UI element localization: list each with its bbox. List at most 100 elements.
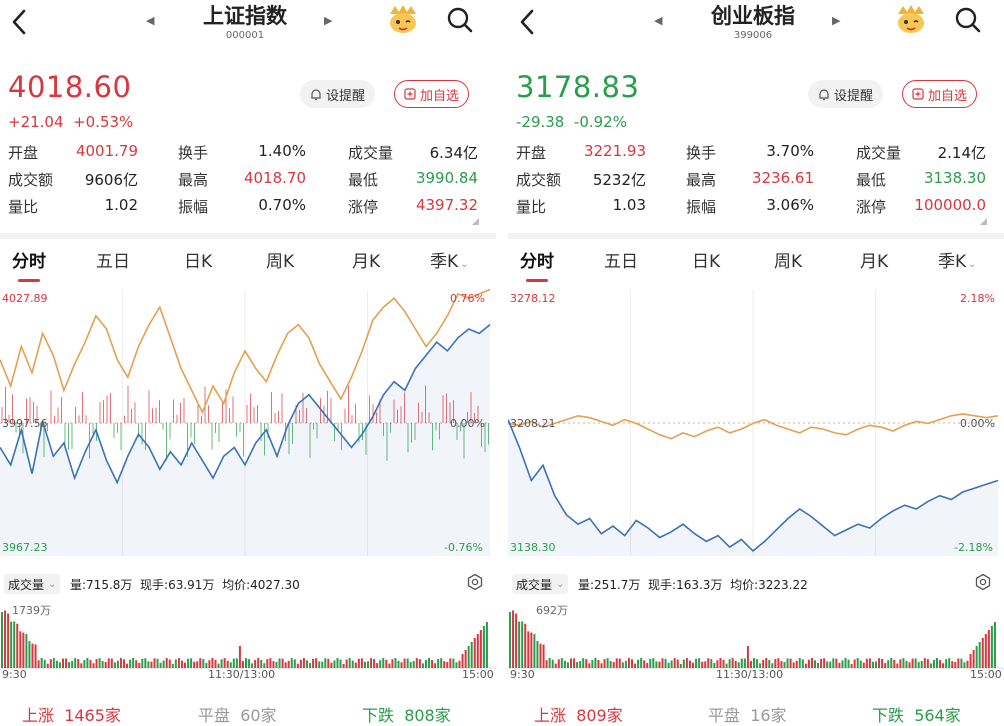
volume-bar — [942, 663, 945, 668]
tab-daily-k[interactable]: 日K — [184, 252, 213, 272]
volume-bar — [881, 658, 884, 668]
volume-bar — [52, 658, 55, 668]
pane-divider — [496, 0, 508, 726]
tab-monthly-k[interactable]: 月K — [860, 252, 889, 272]
set-alert-button[interactable]: 设提醒 — [300, 80, 376, 108]
volume-bar — [424, 659, 427, 668]
tab-daily-k[interactable]: 日K — [692, 252, 721, 272]
next-index-icon[interactable]: ▶ — [832, 14, 841, 27]
volume-bar — [512, 610, 515, 668]
tab-quarterly-k[interactable]: 季K ⌄ — [430, 247, 469, 272]
volume-bar — [688, 660, 691, 668]
volume-bar — [847, 659, 850, 668]
volume-bar — [296, 663, 299, 668]
expand-corner-icon[interactable] — [980, 218, 987, 225]
volume-bar — [594, 658, 597, 668]
volume-bar — [196, 661, 199, 668]
volume-bar — [609, 661, 612, 668]
prev-index-icon[interactable]: ◀ — [146, 14, 155, 27]
volume-bar — [719, 658, 722, 668]
volume-bar — [74, 658, 77, 668]
volume-bar — [966, 660, 969, 668]
settings-icon[interactable] — [974, 573, 992, 591]
time-open: 9:30 — [510, 668, 535, 681]
volume-bar — [914, 658, 917, 668]
volume-bar — [190, 658, 193, 668]
intraday-chart[interactable]: 4027.89 3997.56 3967.23 0.76% 0.00% -0.7… — [0, 284, 496, 564]
volume-bar — [284, 662, 287, 668]
stat-row: 成交额 5232亿 最高 3236.61 最低 3138.30 — [516, 169, 986, 195]
tab-weekly-k[interactable]: 周K — [266, 252, 295, 272]
volume-bar — [272, 661, 275, 668]
volume-bar — [403, 658, 406, 668]
volume-bar — [351, 660, 354, 668]
tab-monthly-k[interactable]: 月K — [352, 252, 381, 272]
volume-bar — [327, 658, 330, 668]
volume-bar — [722, 659, 725, 668]
expand-corner-icon[interactable] — [472, 218, 479, 225]
volume-bar — [65, 658, 68, 668]
volume-avg-price: 均价:4027.30 — [222, 578, 300, 592]
volume-bar — [524, 623, 527, 668]
volume-bar — [40, 658, 43, 668]
volume-bar — [993, 622, 996, 668]
volume-bar — [716, 660, 719, 668]
volume-bar — [174, 659, 177, 668]
volume-bar — [263, 663, 266, 668]
search-icon[interactable] — [446, 6, 474, 34]
volume-bar — [461, 654, 464, 668]
tab-intraday[interactable]: 分时 — [12, 252, 46, 272]
intraday-chart-svg — [508, 290, 999, 556]
tab-weekly-k[interactable]: 周K — [774, 252, 803, 272]
volume-bar — [923, 658, 926, 668]
volume-bar — [19, 631, 22, 668]
stat-row: 成交额 9606亿 最高 4018.70 最低 3990.84 — [8, 169, 478, 195]
volume-bar — [382, 658, 385, 668]
volume-avg-price: 均价:3223.22 — [730, 578, 808, 592]
next-index-icon[interactable]: ▶ — [324, 14, 333, 27]
volume-indicator-select[interactable]: 成交量 ⌄ — [512, 574, 569, 594]
mascot-icon[interactable] — [894, 4, 928, 34]
volume-bar — [28, 641, 31, 668]
volume-bar — [713, 663, 716, 668]
settings-icon[interactable] — [466, 573, 484, 591]
volume-bar — [260, 660, 263, 668]
volume-bar — [704, 661, 707, 668]
volume-bar — [89, 660, 92, 668]
bell-icon — [819, 88, 829, 100]
tab-quarterly-k[interactable]: 季K ⌄ — [938, 247, 977, 272]
tab-five-day[interactable]: 五日 — [604, 252, 638, 272]
stat-value: 3236.61 — [751, 169, 814, 187]
section-divider — [0, 233, 496, 239]
prev-index-icon[interactable]: ◀ — [654, 14, 663, 27]
volume-bar — [68, 662, 71, 668]
back-icon[interactable] — [516, 8, 540, 36]
volume-bar — [16, 623, 19, 668]
stat-value: 6.34亿 — [429, 144, 478, 162]
volume-bar — [455, 662, 458, 668]
volume-bar — [77, 659, 80, 668]
search-icon[interactable] — [954, 6, 982, 34]
time-close: 15:00 — [462, 668, 494, 681]
chevron-down-icon: ⌄ — [48, 578, 57, 590]
unchanged-count: 16家 — [750, 706, 787, 725]
volume-bar — [168, 659, 171, 668]
volume-bar — [926, 659, 929, 668]
tab-five-day[interactable]: 五日 — [96, 252, 130, 272]
set-alert-button[interactable]: 设提醒 — [808, 80, 884, 108]
volume-bar — [458, 660, 461, 668]
add-watchlist-button[interactable]: 加自选 — [394, 80, 470, 108]
tab-intraday[interactable]: 分时 — [520, 252, 554, 272]
volume-bar — [878, 658, 881, 668]
back-icon[interactable] — [8, 8, 32, 36]
volume-indicator-select[interactable]: 成交量 ⌄ — [4, 574, 61, 594]
stat-label: 换手 — [686, 144, 717, 162]
volume-bar — [774, 659, 777, 668]
mascot-icon[interactable] — [386, 4, 420, 34]
bell-icon — [311, 88, 321, 100]
intraday-chart[interactable]: 3278.12 3208.21 3138.30 2.18% 0.00% -2.1… — [508, 284, 1004, 564]
add-watchlist-button[interactable]: 加自选 — [902, 80, 978, 108]
decliners-label: 下跌 — [362, 706, 395, 725]
volume-bar — [899, 659, 902, 668]
volume-bar — [86, 658, 89, 668]
